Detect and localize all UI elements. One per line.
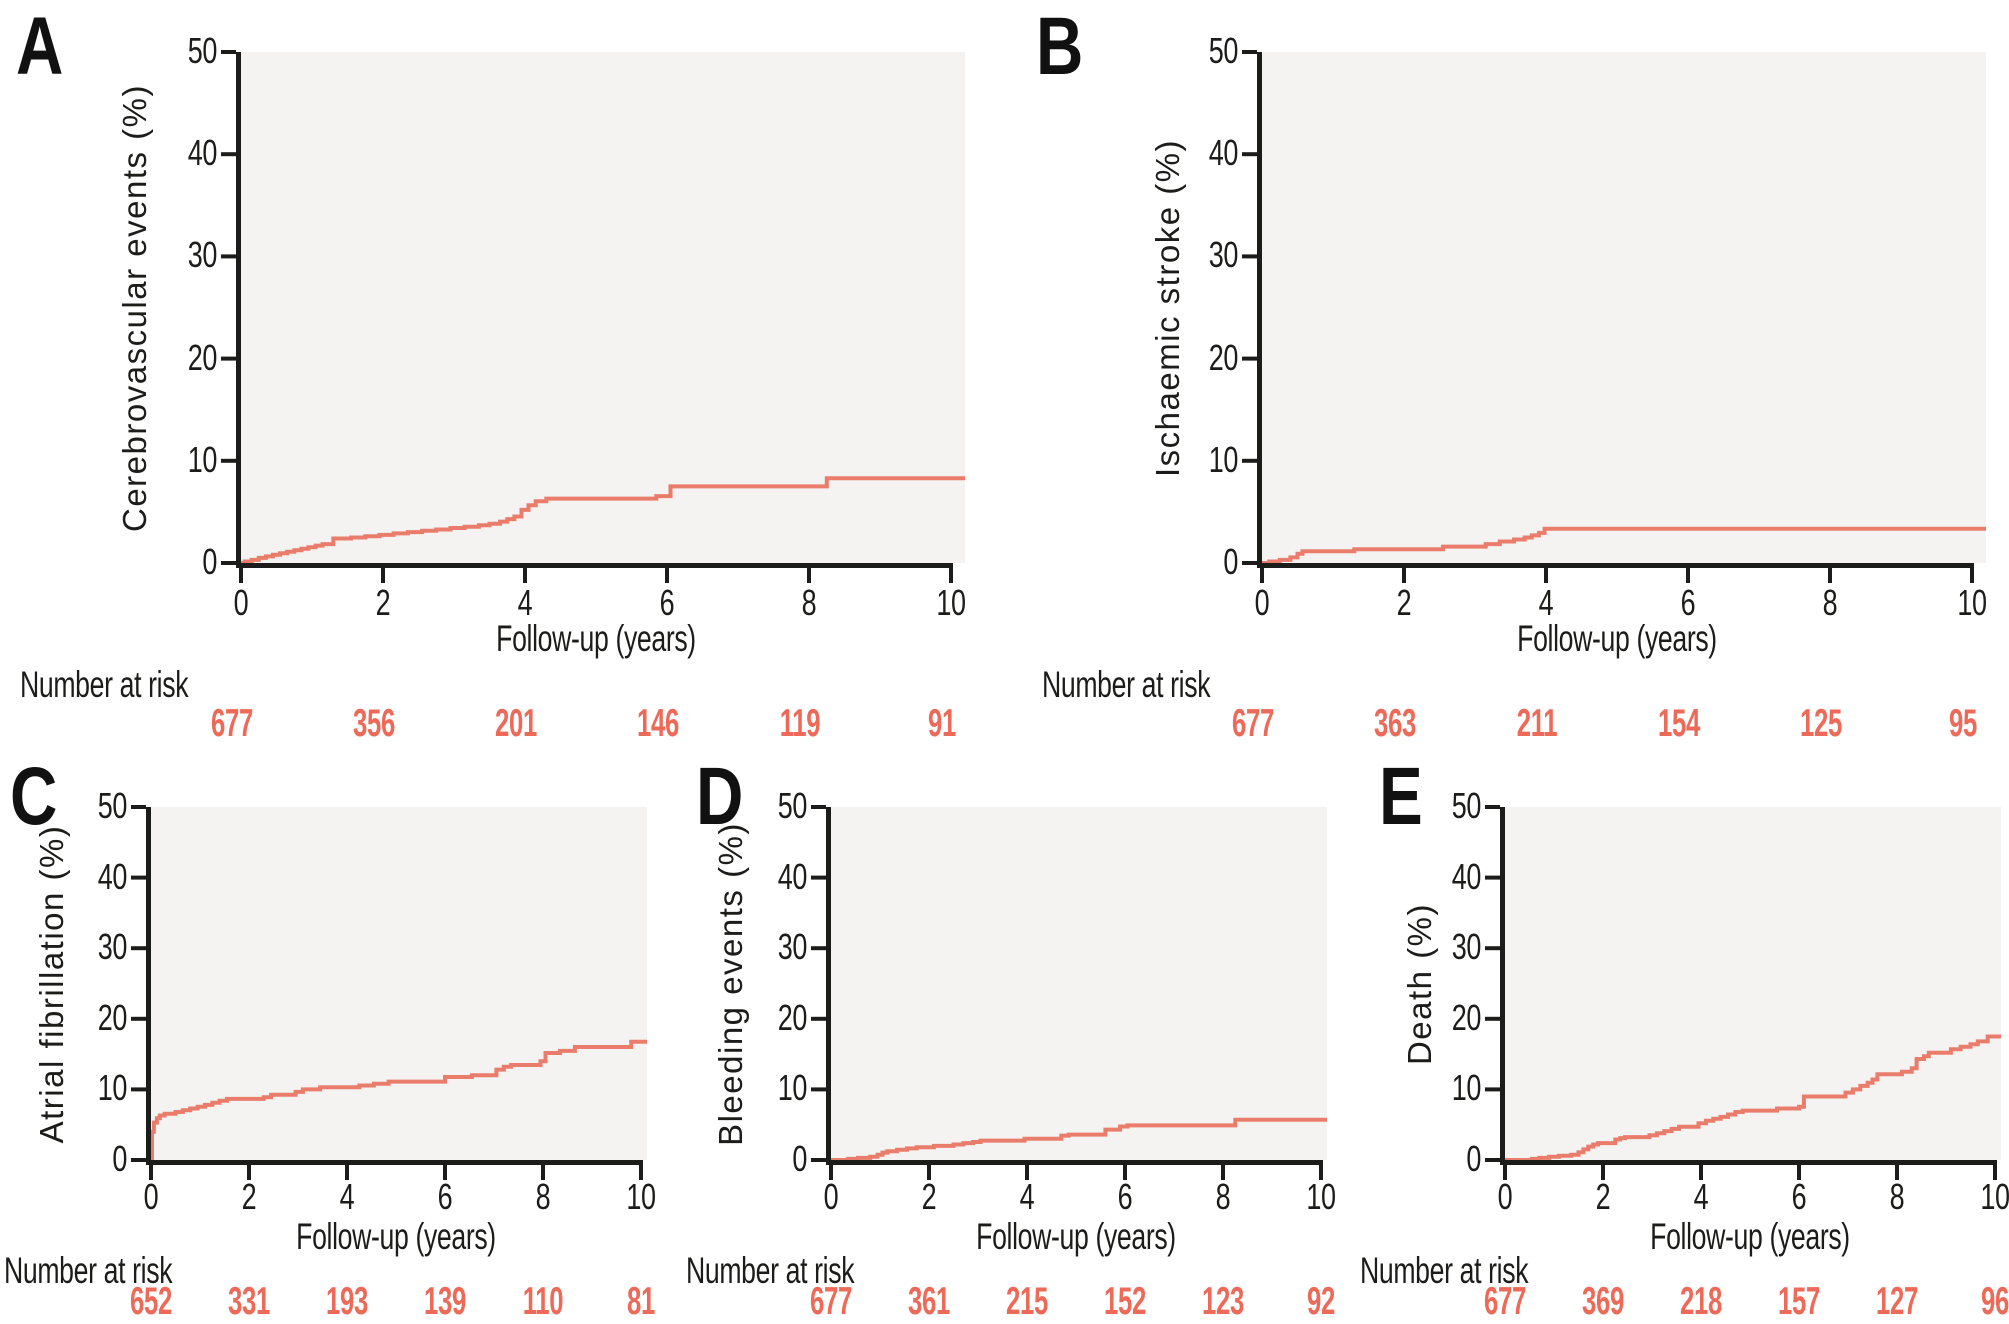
survival-step-curve — [241, 476, 965, 565]
plot-background — [151, 807, 647, 1160]
survival-step-curve — [150, 1039, 647, 1162]
plot-background — [1505, 807, 2001, 1160]
plot-background — [241, 52, 965, 563]
axes — [146, 807, 643, 1165]
axes — [236, 52, 953, 568]
axes — [1500, 807, 1997, 1165]
plot-background — [1262, 52, 1986, 563]
axes — [1257, 52, 1974, 568]
survival-step-curve — [1262, 526, 1986, 565]
axes — [826, 807, 1323, 1165]
survival-step-curve — [831, 1117, 1327, 1162]
plot-background — [831, 807, 1327, 1160]
survival-step-curve — [1505, 1034, 2001, 1162]
